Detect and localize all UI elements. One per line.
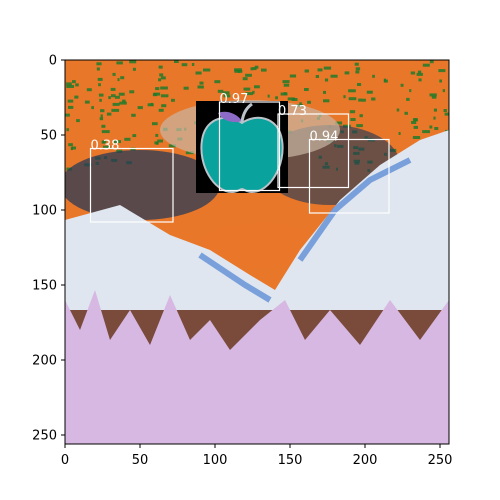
apple-icon	[200, 116, 284, 194]
detection-box	[308, 138, 390, 214]
detection-box	[89, 147, 174, 223]
detection-score-label: 0.38	[91, 139, 120, 154]
y-tick-label: 250	[32, 429, 57, 444]
mountain-range	[65, 130, 449, 320]
apple-patch	[196, 101, 288, 194]
axes-frame	[64, 59, 450, 445]
x-tick-label: 50	[132, 453, 149, 468]
y-tick-label: 0	[49, 54, 57, 69]
x-tick-label: 0	[61, 453, 69, 468]
detection-box	[218, 101, 281, 192]
y-axis: 0 50 100 150 200 250	[32, 54, 65, 444]
detection-score-label: 0.73	[278, 104, 307, 119]
x-tick-label: 200	[353, 453, 378, 468]
detection-box	[277, 113, 350, 189]
x-tick-label: 100	[203, 453, 228, 468]
x-axis: 0 50 100 150 200 250	[61, 444, 453, 468]
detection-score-label: 0.94	[310, 130, 339, 145]
apple-leaf-icon	[218, 111, 242, 123]
forest-region	[65, 290, 449, 444]
image-content	[65, 60, 449, 444]
y-tick-label: 100	[32, 204, 57, 219]
detection-boxes: 0.97 0.73 0.38 0.94	[89, 92, 390, 223]
mountain-ridge	[198, 157, 412, 303]
apple-stem-icon	[240, 102, 253, 123]
y-tick-label: 50	[40, 129, 57, 144]
y-tick-label: 150	[32, 279, 57, 294]
x-tick-label: 250	[428, 453, 453, 468]
y-tick-label: 200	[32, 354, 57, 369]
x-tick-label: 150	[278, 453, 303, 468]
detection-score-label: 0.97	[220, 92, 249, 107]
